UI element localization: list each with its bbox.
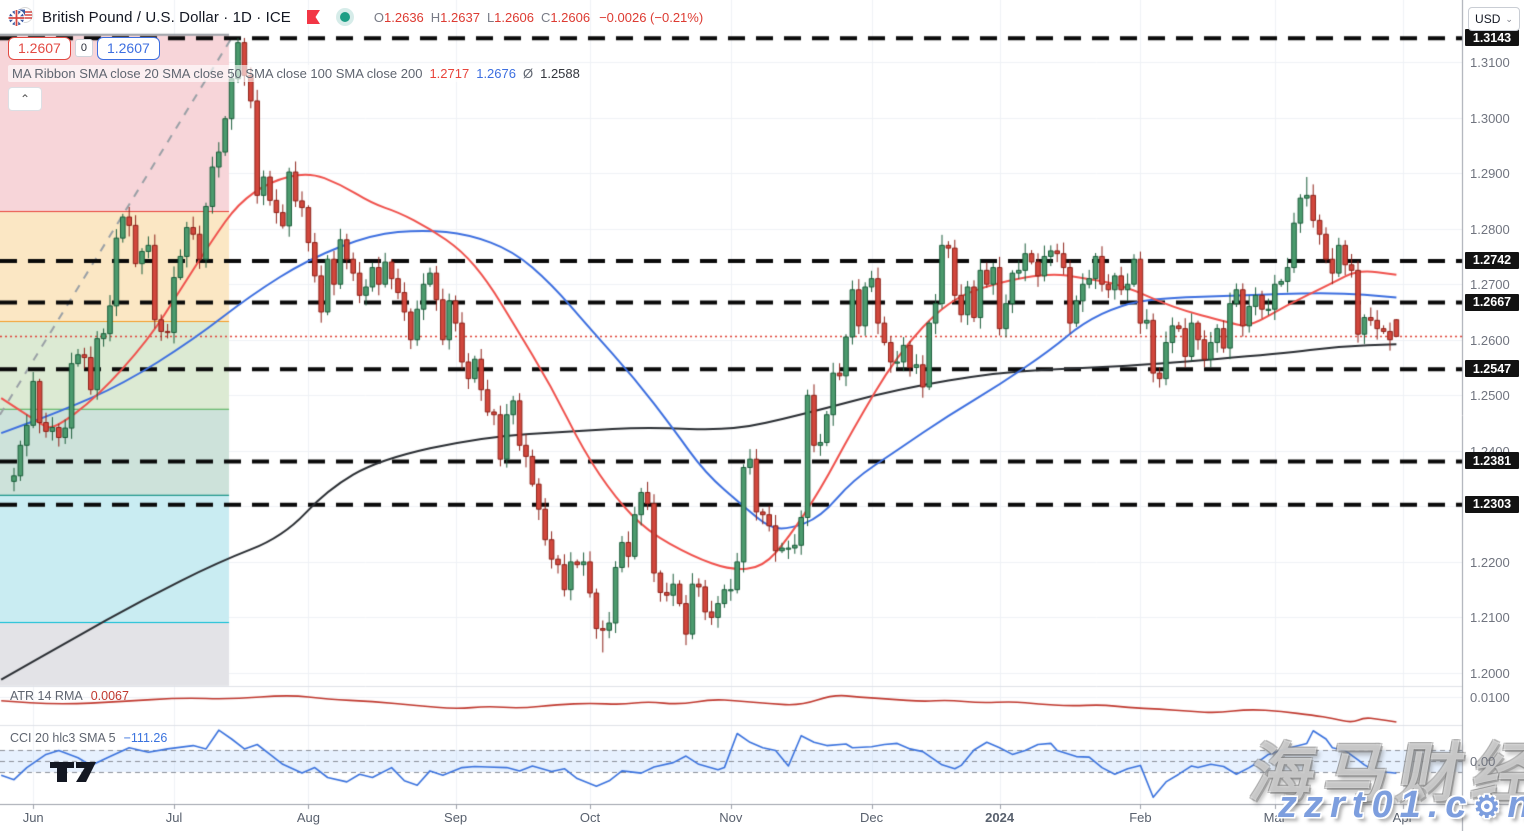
ohlc-values: O1.2636 H1.2637 L1.2606 C1.2606 −0.0026 … <box>374 10 703 25</box>
chevron-down-icon: ⌄ <box>1505 13 1513 24</box>
sma50-value: 1.2676 <box>476 66 516 81</box>
change-value: −0.0026 (−0.21%) <box>599 9 704 25</box>
price-tick-label: 1.2800 <box>1470 221 1510 237</box>
price-tick-label: 1.2000 <box>1470 666 1510 681</box>
time-tick-label: Apr <box>1392 810 1413 825</box>
cci-label: CCI 20 hlc3 SMA 5 <box>10 731 116 745</box>
avg-symbol: Ø <box>522 66 534 81</box>
price-tick-label: 1.2700 <box>1470 277 1510 293</box>
low-value: 1.2606 <box>494 9 534 25</box>
cci-legend[interactable]: CCI 20 hlc3 SMA 5 −111.26 <box>10 731 167 745</box>
open-value: 1.2636 <box>384 9 424 25</box>
currency-unit-value: USD <box>1475 12 1501 26</box>
time-tick-label: Sep <box>444 810 468 825</box>
cci-value: −111.26 <box>123 731 168 745</box>
flag-icon[interactable] <box>306 10 320 24</box>
atr-value: 0.0067 <box>90 689 129 703</box>
ma-ribbon-legend[interactable]: MA Ribbon SMA close 20 SMA close 50 SMA … <box>8 65 584 82</box>
close-value: 1.2606 <box>550 9 591 25</box>
sma200-value: 1.2588 <box>540 66 580 81</box>
level-price-chip: 1.2547 <box>1465 360 1519 378</box>
level-price-chip: 1.2303 <box>1465 495 1519 513</box>
cci-tick-label: 0.00 <box>1470 754 1496 769</box>
price-tick-label: 1.3100 <box>1470 55 1510 71</box>
time-tick-label: Aug <box>296 810 320 825</box>
low-label: L <box>486 9 495 25</box>
price-tick-label: 1.2100 <box>1470 610 1510 626</box>
time-tick-label: Oct <box>579 810 601 825</box>
time-tick-label: Jul <box>165 810 183 825</box>
atr-label: ATR 14 RMA <box>10 689 83 703</box>
atr-tick-label: 0.0100 <box>1470 690 1510 705</box>
currency-unit-dropdown[interactable]: USD ⌄ <box>1468 7 1520 31</box>
time-tick-label: Mar <box>1263 810 1286 825</box>
price-tick-label: 1.3000 <box>1470 110 1510 126</box>
sma20-value: 1.2717 <box>429 66 470 81</box>
time-tick-label: Nov <box>719 810 743 825</box>
price-line-labels: 1.2607 0 1.2607 <box>8 37 160 60</box>
symbol-header: British Pound / U.S. Dollar · 1D · ICE O… <box>8 6 703 28</box>
symbol-title[interactable]: British Pound / U.S. Dollar · 1D · ICE <box>42 8 291 26</box>
time-tick-label: Feb <box>1129 810 1152 825</box>
gear-icon: ⚙ <box>1473 791 1508 824</box>
price-tick-label: 1.2900 <box>1470 166 1510 182</box>
price-tick-label: 1.2500 <box>1470 388 1510 404</box>
price-tick-label: 1.2200 <box>1470 554 1510 570</box>
uk-flag-circle <box>8 9 25 27</box>
gbpusd-pair-icon <box>8 7 34 27</box>
market-status-dot[interactable] <box>339 12 350 22</box>
high-label: H <box>430 9 441 25</box>
atr-legend[interactable]: ATR 14 RMA 0.0067 <box>10 689 129 703</box>
tradingview-logo[interactable] <box>50 762 96 782</box>
time-tick-label: Jun <box>22 810 44 825</box>
time-tick-label: 2024 <box>985 810 1015 825</box>
site-watermark: zzrt01.c⚙n <box>1278 784 1524 827</box>
site-watermark-text-end: n <box>1507 784 1524 826</box>
high-value: 1.2637 <box>440 9 480 25</box>
open-label: O <box>373 9 385 25</box>
price-label-counter: 0 <box>74 39 93 57</box>
price-label-right[interactable]: 1.2607 <box>96 37 160 60</box>
collapse-indicators-button[interactable]: ⌃ <box>8 87 42 111</box>
level-price-chip: 1.2381 <box>1465 452 1519 470</box>
level-price-chip: 1.3143 <box>1465 29 1519 47</box>
price-tick-label: 1.2600 <box>1470 332 1510 348</box>
level-price-chip: 1.2667 <box>1465 293 1519 311</box>
level-price-chip: 1.2742 <box>1465 251 1519 269</box>
time-tick-label: Dec <box>860 810 884 825</box>
site-watermark-text: zzrt01.c <box>1278 784 1474 826</box>
ma-ribbon-label: MA Ribbon SMA close 20 SMA close 50 SMA … <box>12 66 423 81</box>
price-label-left[interactable]: 1.2607 <box>8 37 71 60</box>
close-label: C <box>540 9 551 25</box>
